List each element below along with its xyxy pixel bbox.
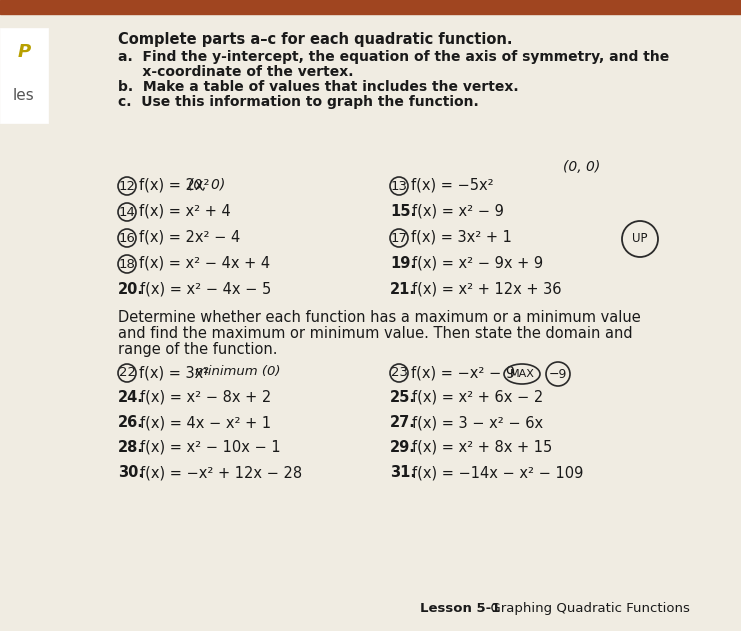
Text: 29.: 29. bbox=[390, 440, 416, 455]
Text: Complete parts a–c for each quadratic function.: Complete parts a–c for each quadratic fu… bbox=[118, 32, 513, 47]
Text: f(x) = −x² + 12x − 28: f(x) = −x² + 12x − 28 bbox=[140, 465, 302, 480]
Text: 18: 18 bbox=[119, 257, 136, 271]
Text: P: P bbox=[17, 43, 30, 61]
Text: f(x) = 3x² + 1: f(x) = 3x² + 1 bbox=[411, 230, 512, 245]
Text: f(x) = x² − 8x + 2: f(x) = x² − 8x + 2 bbox=[140, 390, 271, 405]
Text: f(x) = −14x − x² − 109: f(x) = −14x − x² − 109 bbox=[412, 465, 583, 480]
Text: f(x) = x² − 4x − 5: f(x) = x² − 4x − 5 bbox=[140, 282, 271, 297]
Text: f(x) = x² − 9x + 9: f(x) = x² − 9x + 9 bbox=[412, 256, 543, 271]
Text: f(x) = 3x²: f(x) = 3x² bbox=[139, 365, 209, 380]
Text: f(x) = x² + 6x − 2: f(x) = x² + 6x − 2 bbox=[412, 390, 543, 405]
Text: Lesson 5-1: Lesson 5-1 bbox=[420, 602, 500, 615]
Text: and find the maximum or minimum value. Then state the domain and: and find the maximum or minimum value. T… bbox=[118, 326, 633, 341]
Bar bbox=[0, 0, 741, 14]
Text: 28.: 28. bbox=[118, 440, 144, 455]
Text: 14: 14 bbox=[119, 206, 136, 218]
Text: Graphing Quadratic Functions: Graphing Quadratic Functions bbox=[482, 602, 690, 615]
Text: minimum (0): minimum (0) bbox=[195, 365, 281, 378]
Text: 19.: 19. bbox=[390, 256, 416, 271]
Text: 23: 23 bbox=[391, 367, 408, 379]
Text: f(x) = −5x²: f(x) = −5x² bbox=[411, 178, 494, 193]
Text: f(x) = x² − 4x + 4: f(x) = x² − 4x + 4 bbox=[139, 256, 270, 271]
Text: 22: 22 bbox=[119, 367, 136, 379]
Text: f(x) = 2x²: f(x) = 2x² bbox=[139, 178, 210, 193]
Text: f(x) = x² + 4: f(x) = x² + 4 bbox=[139, 204, 230, 219]
Text: f(x) = x² − 10x − 1: f(x) = x² − 10x − 1 bbox=[140, 440, 281, 455]
Text: f(x) = x² + 12x + 36: f(x) = x² + 12x + 36 bbox=[412, 282, 562, 297]
Text: 20.: 20. bbox=[118, 282, 144, 297]
Text: range of the function.: range of the function. bbox=[118, 342, 277, 357]
Text: 24.: 24. bbox=[118, 390, 144, 405]
Text: (0, 0): (0, 0) bbox=[563, 160, 600, 174]
Text: 13: 13 bbox=[391, 179, 408, 192]
Text: f(x) = x² − 9: f(x) = x² − 9 bbox=[412, 204, 504, 219]
Text: UP: UP bbox=[632, 232, 648, 245]
Text: 26.: 26. bbox=[118, 415, 144, 430]
Text: f(x) = 3 − x² − 6x: f(x) = 3 − x² − 6x bbox=[412, 415, 543, 430]
Text: x-coordinate of the vertex.: x-coordinate of the vertex. bbox=[118, 65, 353, 79]
Text: Determine whether each function has a maximum or a minimum value: Determine whether each function has a ma… bbox=[118, 310, 641, 325]
Bar bbox=[0, 14, 56, 631]
Text: MAX: MAX bbox=[510, 369, 534, 379]
Text: f(x) = x² + 8x + 15: f(x) = x² + 8x + 15 bbox=[412, 440, 552, 455]
Text: les: les bbox=[13, 88, 35, 102]
Text: f(x) = 2x² − 4: f(x) = 2x² − 4 bbox=[139, 230, 240, 245]
Text: 30.: 30. bbox=[118, 465, 144, 480]
Text: f(x) = 4x − x² + 1: f(x) = 4x − x² + 1 bbox=[140, 415, 271, 430]
Text: 16: 16 bbox=[119, 232, 136, 244]
Text: 17: 17 bbox=[391, 232, 408, 244]
Text: f(x) = −x² − 9: f(x) = −x² − 9 bbox=[411, 365, 515, 380]
Text: 15.: 15. bbox=[390, 204, 416, 219]
Text: a.  Find the y-intercept, the equation of the axis of symmetry, and the: a. Find the y-intercept, the equation of… bbox=[118, 50, 669, 64]
Text: 21.: 21. bbox=[390, 282, 416, 297]
Text: (0, 0): (0, 0) bbox=[188, 178, 225, 192]
Text: 27.: 27. bbox=[390, 415, 416, 430]
Text: c.  Use this information to graph the function.: c. Use this information to graph the fun… bbox=[118, 95, 479, 109]
Text: b.  Make a table of values that includes the vertex.: b. Make a table of values that includes … bbox=[118, 80, 519, 94]
Bar bbox=[0, 28, 48, 123]
Text: 31.: 31. bbox=[390, 465, 416, 480]
Text: −9: −9 bbox=[549, 367, 567, 380]
Text: 12: 12 bbox=[119, 179, 136, 192]
Text: 25.: 25. bbox=[390, 390, 416, 405]
